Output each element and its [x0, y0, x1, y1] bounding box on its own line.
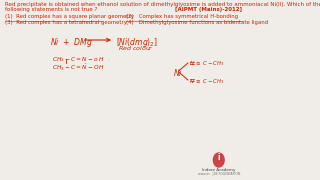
Text: (3)  Red complex has a tetrahedral geometry: (3) Red complex has a tetrahedral geomet… — [4, 20, 126, 25]
Text: $N\ \equiv\ C - CH_3$: $N\ \equiv\ C - CH_3$ — [189, 59, 224, 68]
Text: [AIPMT (Mains)-2012]: [AIPMT (Mains)-2012] — [175, 7, 242, 12]
Text: $[Ni(dmg)_2]$: $[Ni(dmg)_2]$ — [116, 36, 157, 49]
Text: $CH_3 - C = N - o\ H$: $CH_3 - C = N - o\ H$ — [52, 55, 106, 64]
Text: (4)   Dimethylglyoxime functions as bidentate ligand: (4) Dimethylglyoxime functions as bident… — [125, 20, 268, 25]
Text: i: i — [217, 154, 220, 163]
Text: $CH_3 - C = \bar{N} - OH$: $CH_3 - C = \bar{N} - OH$ — [52, 63, 105, 73]
Text: (1)  Red complex has a square planar geometry: (1) Red complex has a square planar geom… — [4, 14, 133, 19]
Circle shape — [213, 153, 224, 167]
Text: $N\ \equiv\ C - CH_3$: $N\ \equiv\ C - CH_3$ — [189, 77, 224, 86]
Text: $Red\ colour$: $Red\ colour$ — [118, 44, 154, 52]
Text: www.in   JEE FOUNDATION: www.in JEE FOUNDATION — [197, 172, 240, 176]
Text: (2)   Complex has symmetrical H-bonding: (2) Complex has symmetrical H-bonding — [125, 14, 238, 19]
Text: $Ni$: $Ni$ — [173, 67, 183, 78]
Text: Red precipitate is obtained when ethanol solution of dimethylglyoxime is added t: Red precipitate is obtained when ethanol… — [4, 2, 320, 7]
Text: $Ni$  +  $DMg$: $Ni$ + $DMg$ — [50, 36, 93, 49]
Text: Indore Academy: Indore Academy — [202, 168, 236, 172]
Text: following statements is not true ?: following statements is not true ? — [4, 7, 97, 12]
